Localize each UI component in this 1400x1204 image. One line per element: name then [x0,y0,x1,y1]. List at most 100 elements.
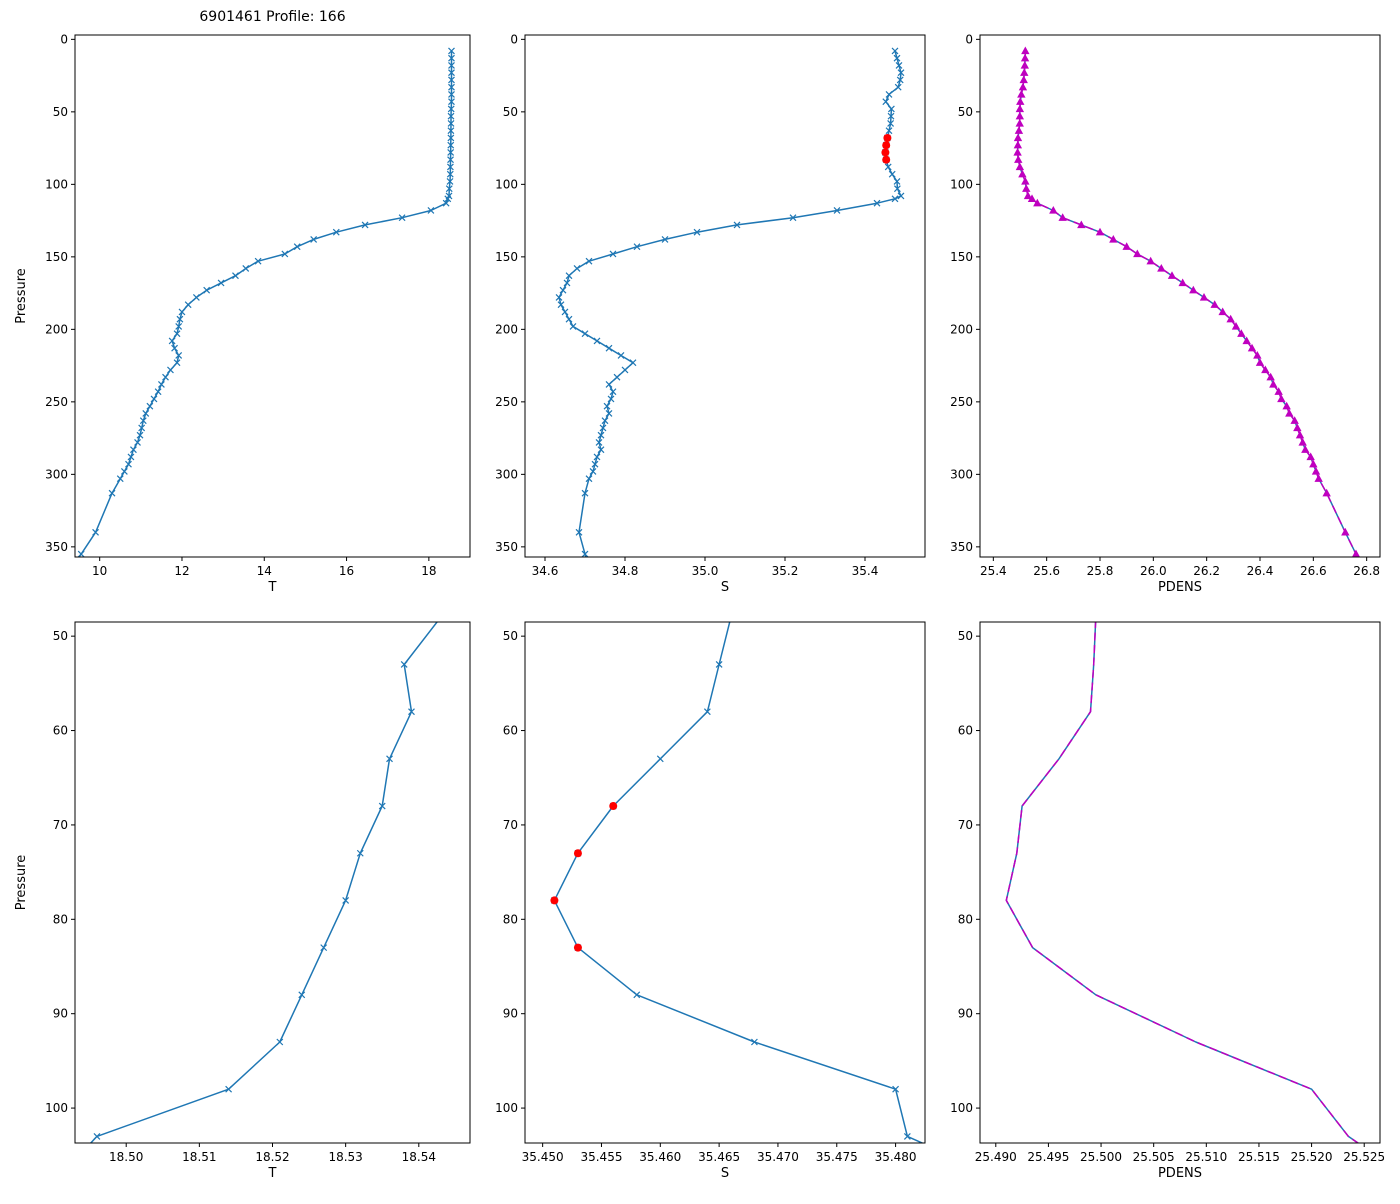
triangle-marker [1015,162,1025,171]
x-marker [740,567,746,573]
x-marker [175,323,183,330]
x-marker [750,1038,758,1046]
x-marker [332,228,340,236]
x-tick-label: 35.465 [698,1150,740,1164]
triangle-marker [1247,343,1257,352]
x-marker [192,294,200,301]
x-axis-label: S [721,580,729,595]
x-marker [885,127,893,135]
y-tick-label: 50 [53,105,68,119]
x-marker [447,149,455,156]
triangle-marker [1290,416,1299,424]
x-marker [342,897,350,904]
triangle-marker [1293,423,1302,432]
x-marker [603,402,611,410]
x-tick-label: 26.8 [1353,564,1380,578]
x-marker [203,286,211,294]
triangle-marker [1261,365,1270,374]
x-marker [171,344,178,352]
y-tick-label: 50 [958,629,973,643]
flagged-dot-marker [609,802,618,811]
temperature-profile-zoom-chart: 18.50 18.51 18.52 18.53 18.54 50 60 70 80 90 100 T P… [14,567,471,1187]
x-tick-label: 25.520 [1291,1150,1333,1164]
triangle-marker [1018,82,1028,91]
x-marker [50,1181,56,1187]
triangle-marker [1058,213,1067,221]
x-marker [444,195,452,203]
triangle-marker [1306,452,1315,461]
triangle-marker [1295,430,1305,439]
triangle-marker [1237,329,1246,337]
triangle-marker [1178,278,1187,287]
x-marker [108,489,116,497]
triangle-marker [1242,336,1251,345]
x-marker [555,294,563,301]
triangle-marker [1167,271,1177,279]
x-marker [120,468,128,475]
y-tick-label: 60 [53,724,68,738]
x-marker [125,460,132,468]
triangle-marker [1282,401,1291,410]
x-tick-label: 25.495 [1027,1150,1069,1164]
x-tick-label: 16 [339,564,354,578]
triangle-marker [1019,75,1028,84]
x-marker [557,301,565,309]
x-tick-label: 35.0 [692,564,719,578]
x-marker [605,410,613,417]
y-tick-label: 350 [950,540,973,554]
triangle-marker [1309,459,1318,468]
x-marker [887,105,895,113]
x-marker [447,127,455,135]
triangle-marker [1210,300,1219,308]
x-marker [903,1132,911,1140]
x-marker [173,330,181,338]
triangle-marker [1122,242,1131,250]
triangle-marker [1266,372,1275,381]
triangle-marker [1277,394,1286,403]
x-marker [448,83,455,91]
triangle-marker [1133,249,1142,258]
flagged-dot-marker [882,141,891,150]
x-marker [378,802,386,810]
x-marker [447,156,454,164]
x-marker [873,199,881,207]
triangle-marker [1322,488,1331,497]
y-tick-label: 350 [495,540,518,554]
y-tick-label: 50 [503,105,518,119]
triangle-marker [1095,227,1105,236]
x-tick-label: 35.480 [875,1150,917,1164]
axes-frame [74,34,471,558]
x-tick-label: 35.450 [522,1150,564,1164]
y-tick-label: 90 [503,1007,518,1021]
x-marker [298,991,306,999]
x-marker [591,460,599,468]
y-tick-label: 150 [45,250,68,264]
x-marker [447,120,455,127]
x-marker [728,614,734,620]
temperature-series [77,47,455,557]
pdens-zoom-line-series [1005,622,1360,1143]
triangle-marker [1013,147,1022,156]
x-marker [142,410,150,417]
x-tick-label: 35.470 [757,1150,799,1164]
x-tick-label: 26.4 [1247,564,1274,578]
x-tick-label: 35.455 [580,1150,622,1164]
x-marker [617,352,625,359]
x-marker [442,199,450,207]
y-tick-label: 200 [45,322,68,336]
triangle-marker [1253,350,1262,359]
x-marker [130,446,137,454]
x-marker [127,453,135,461]
x-marker [139,417,147,425]
x-marker [882,98,890,106]
x-marker [460,567,466,573]
x-tick-label: 18.50 [109,1150,143,1164]
x-tick-label: 18.53 [328,1150,362,1164]
triangle-marker [1027,194,1037,203]
x-marker [565,272,573,280]
x-tick-label: 18 [421,564,436,578]
triangle-marker [1013,140,1023,149]
salinity-flagged-points-series [881,133,892,164]
x-marker [607,395,615,403]
